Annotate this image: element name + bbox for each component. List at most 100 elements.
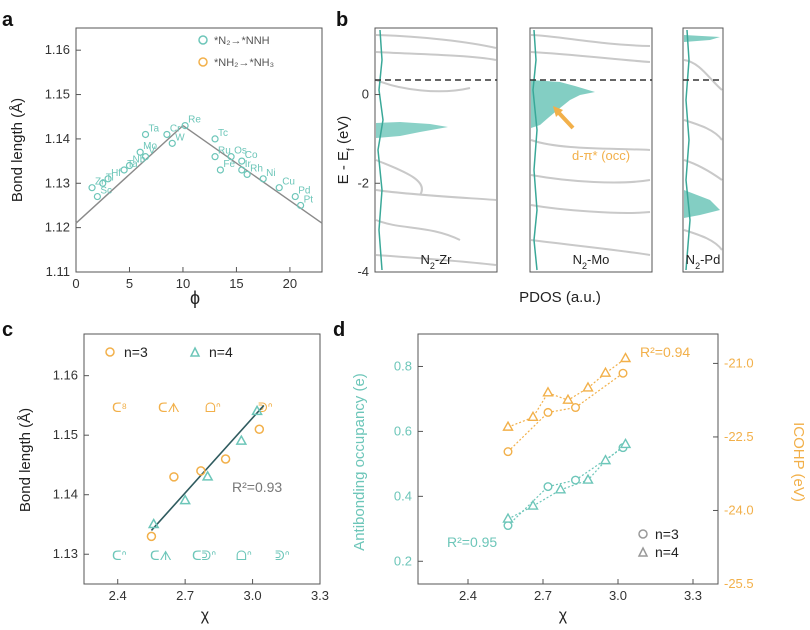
point-label-a-ti: Ti <box>106 172 114 183</box>
point-label-a-ir: Ir <box>245 159 252 170</box>
legend-label-n3-d: n=3 <box>655 526 679 542</box>
struct-icon-n3-3: ᗝᐢ <box>205 400 221 415</box>
point-d-1-5 <box>619 437 632 449</box>
point-a-pt <box>297 201 305 210</box>
panel-d-frame <box>417 333 719 585</box>
point-a-ta <box>141 130 150 139</box>
tick-label-a-x-15: 15 <box>229 276 243 291</box>
tick-label-c-y-1: 1.14 <box>53 487 78 502</box>
point-label-a-sc: Sc <box>100 186 112 197</box>
struct-icon-n3-4: ᕲᐢ <box>258 400 273 415</box>
legend-marker-n3-c <box>105 347 115 357</box>
point-d-3-4 <box>582 381 594 392</box>
point-d-0-0 <box>503 521 513 531</box>
tick-label-c-x-1: 2.7 <box>176 588 194 603</box>
tick-label-a-x-20: 20 <box>283 276 297 291</box>
legend-marker-n4-c <box>189 346 201 357</box>
point-d-1-0 <box>502 512 514 523</box>
panel-c-ylabel: Bond length (Å) <box>17 408 34 512</box>
tick-label-c-y-2: 1.15 <box>53 427 78 442</box>
point-d-0-2 <box>571 475 581 485</box>
panel-d-r2-left: R²=0.95 <box>447 534 497 550</box>
panel-d-y2label: ICOHP (eV) <box>790 422 807 502</box>
point-a-ru <box>211 153 219 161</box>
legend-label-n4-c: n=4 <box>209 344 233 360</box>
point-d-2-2 <box>571 403 581 413</box>
pdos-annotation-arrow <box>557 111 575 130</box>
structure-icons-n4: ᑕᐢ ᑕᗑ ᑕᕲᐢ ᗝᐢ ᕲᐢ <box>112 548 290 563</box>
tick-label-d-x-3: 3.3 <box>684 588 702 603</box>
point-c-n4-2 <box>201 470 214 481</box>
panel-d-letter: d <box>333 319 345 341</box>
tick-label-d-y2-2: -24.0 <box>724 502 754 517</box>
panel-a-xlabel: ϕ <box>190 288 200 308</box>
point-label-a-tc: Tc <box>218 128 228 139</box>
point-d-3-6 <box>619 352 632 363</box>
panel-a-frame <box>75 27 323 273</box>
point-d-2-1 <box>543 407 553 417</box>
point-d-1-1 <box>527 499 539 510</box>
pdos-curves-zr <box>375 29 497 271</box>
panel-c-points <box>146 404 265 542</box>
point-d-0-1 <box>543 482 553 492</box>
panel-c-frame <box>83 333 321 585</box>
fit-line-1 <box>182 125 323 224</box>
point-label-a-w: W <box>175 132 185 143</box>
tick-label-c-y-0: 1.13 <box>53 546 78 561</box>
point-label-a-re: Re <box>188 115 201 126</box>
legend-marker-orange <box>198 57 208 67</box>
tick-label-c-y-3: 1.16 <box>53 368 78 383</box>
panel-b-y-ticks: 0 -2 -4 <box>357 87 380 279</box>
point-a-zr <box>88 184 96 192</box>
pdos-gray-zr <box>375 34 497 266</box>
tick-label-d-x-0: 2.4 <box>459 588 477 603</box>
panel-a-ylabel: Bond length (Å) <box>9 98 26 202</box>
point-label-a-pt: Pt <box>304 194 314 205</box>
panel-a-x-ticks: 0 5 10 15 20 <box>72 267 297 291</box>
panel-b: b d-π* (occ) <box>335 9 724 306</box>
panel-d: d 2.4 2.7 3.0 3.3 0.20.40.60.8 -21.0-22.5-2… <box>333 319 807 624</box>
tick-label-a-x-0: 0 <box>72 276 79 291</box>
point-a-ta <box>120 166 128 174</box>
point-d-3-0 <box>502 420 514 431</box>
panel-b-xlabel: PDOS (a.u.) <box>519 289 601 306</box>
struct-icon-n4-1: ᑕᐢ <box>112 548 127 563</box>
point-label-a-hf: Hf <box>111 168 121 179</box>
tick-label-a-x-10: 10 <box>176 276 190 291</box>
point-c-n4-3 <box>235 434 248 445</box>
point-label-a-v: V <box>149 146 156 157</box>
tick-label-b-y-0: 0 <box>362 87 369 102</box>
tick-label-d-y2-3: -25.5 <box>724 576 754 591</box>
point-c-n4-4 <box>251 404 263 416</box>
tick-label-d-y-3: 0.8 <box>394 358 412 373</box>
pdos-curves-mo: d-π* (occ) <box>530 29 651 271</box>
point-c-n3-2 <box>196 466 206 476</box>
tick-label-a-y-3: 1.14 <box>45 131 70 146</box>
panel-d-r2-right: R²=0.94 <box>640 344 690 360</box>
tick-label-a-y-2: 1.13 <box>45 175 70 190</box>
panel-c-y-ticks: 1.13 1.14 1.15 1.16 <box>53 368 89 561</box>
fit-line-0 <box>75 125 184 224</box>
panel-c-r2: R²=0.93 <box>232 479 282 495</box>
panel-a-fit-lines <box>75 125 323 224</box>
point-a-rh <box>243 170 251 178</box>
panel-d-legend: n=3 n=4 <box>637 526 679 560</box>
struct-icon-n4-3: ᑕᕲᐢ <box>192 548 216 563</box>
point-a-os <box>227 153 235 161</box>
panel-b-letter: b <box>336 9 348 31</box>
point-label-a-nb: Nb <box>132 155 145 166</box>
pdos-label-mo: N2-Mo <box>573 252 610 271</box>
pdos-fill-mo <box>531 80 595 128</box>
legend-label-nh3: *NH₂→*NH₃ <box>214 57 274 69</box>
point-c-n3-0 <box>146 531 157 542</box>
legend-marker-n3-d <box>638 529 648 539</box>
point-a-hf <box>104 175 112 183</box>
point-label-a-ru: Ru <box>218 146 231 157</box>
point-label-a-fe: Fe <box>223 159 235 170</box>
panel-d-ylabel: Antibonding occupancy (e) <box>351 373 368 551</box>
point-a-co <box>238 157 246 165</box>
point-a-ti <box>99 179 107 187</box>
legend-label-nnh: *N₂→*NNH <box>214 35 270 47</box>
point-label-a-rh: Rh <box>250 163 263 174</box>
